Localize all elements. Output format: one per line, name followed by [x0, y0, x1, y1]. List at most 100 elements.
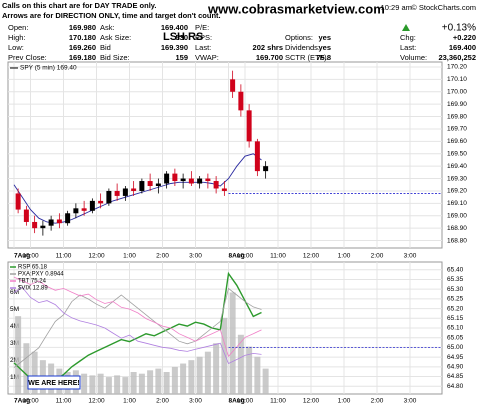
x-tick-label: 12:00 — [303, 253, 320, 260]
volume-bar — [237, 334, 244, 394]
quote-label: Volume: — [400, 53, 427, 62]
volume-bar — [221, 317, 228, 394]
quote-value: 169.980 — [69, 23, 96, 32]
volume-bar — [246, 346, 253, 394]
y-tick-label: 169.40 — [447, 163, 467, 170]
candle-body — [139, 181, 145, 191]
quote-label: Bid — [100, 43, 111, 52]
x-tick-label: 10:00 — [237, 253, 254, 260]
candle-body — [48, 219, 54, 226]
candle-body — [205, 178, 211, 182]
quote-label: Ask Size: — [100, 33, 131, 42]
y-tick-label: 170.20 — [447, 64, 467, 71]
y-tick-label: 64.80 — [447, 383, 464, 390]
here-label: WE ARE HERE! — [28, 380, 79, 387]
volume-bar — [31, 351, 38, 394]
x-tick-label: 2:00 — [371, 253, 384, 260]
legend-label: RSP 65.18 — [18, 265, 48, 271]
quote-label: Chg: — [400, 33, 416, 42]
x-tick-label: 1:00 — [338, 253, 351, 260]
quote-value: 169.390 — [161, 43, 188, 52]
candle-body — [213, 181, 219, 189]
series-line — [13, 287, 262, 368]
y2-tick-label: 1M — [10, 374, 19, 381]
candle-body — [147, 181, 153, 186]
legend-label: $VIX 12.89 — [18, 286, 48, 292]
y-tick-label: 169.20 — [447, 188, 467, 195]
x-tick-label: 3:00 — [189, 253, 202, 260]
chart-title: SPY (5 min) 169.40 — [20, 65, 77, 72]
volume-bar — [23, 343, 30, 394]
candle-body — [155, 183, 161, 186]
notice: Arrows are for DIRECTION ONLY, time and … — [2, 11, 221, 20]
y-tick-label: 64.90 — [447, 364, 464, 371]
quote-value: 169.260 — [69, 43, 96, 52]
candle-body — [81, 208, 87, 211]
y-tick-label: 65.15 — [447, 315, 464, 322]
x-tick-label: 2:00 — [371, 398, 384, 405]
candle-body — [32, 221, 38, 229]
legend-label: TBT 75.24 — [18, 279, 47, 285]
x-tick-label: 11:00 — [56, 253, 72, 260]
candle-body — [15, 193, 21, 210]
candle-body — [89, 200, 95, 211]
here-box — [27, 375, 81, 390]
volume-bar — [81, 373, 88, 394]
quote-value: 169.400 — [161, 23, 188, 32]
candle-body — [56, 219, 62, 224]
quote-value: 75.8 — [316, 53, 331, 62]
up-arrow — [402, 24, 410, 31]
y2-tick-label: 3M — [10, 340, 19, 347]
x-tick-label: 11:00 — [270, 253, 286, 260]
y-tick-label: 170.00 — [447, 88, 467, 95]
quote-label: VWAP: — [195, 53, 219, 62]
volume-bar — [138, 373, 145, 394]
y-tick-label: 169.90 — [447, 101, 467, 108]
quote-value: 23,360,252 — [438, 53, 476, 62]
candle-body — [188, 178, 194, 184]
candle-body — [131, 188, 137, 191]
legend-label: PXA:PXY 0.8944 — [18, 272, 64, 278]
x-tick-label: 10:00 — [22, 398, 39, 405]
volume-bar — [180, 363, 187, 394]
y-tick-label: 169.70 — [447, 126, 467, 133]
y-tick-label: 65.10 — [447, 325, 464, 332]
y-tick-label: 169.00 — [447, 212, 467, 219]
site-bg — [205, 0, 380, 18]
x-tick-label: 2:00 — [156, 398, 169, 405]
y-tick-label: 65.00 — [447, 344, 464, 351]
volume-bar — [122, 377, 129, 394]
credit: © StockCharts.com — [411, 3, 476, 12]
quote-value: +0.220 — [453, 33, 476, 42]
quote-label: High: — [8, 33, 26, 42]
x-tick-label: 10:00 — [22, 253, 39, 260]
quote-value: 169.180 — [69, 53, 96, 62]
volume-bar — [204, 351, 211, 394]
quote-value: 202 shrs — [253, 43, 283, 52]
y2-tick-label: 6M — [10, 289, 19, 296]
quote-value: 169.400 — [449, 43, 476, 52]
y-tick-label: 64.95 — [447, 354, 464, 361]
series-line — [13, 276, 262, 358]
volume-bar — [163, 372, 170, 394]
x-tick-label: 8Aug — [229, 253, 245, 260]
candle-body — [254, 141, 260, 172]
y-tick-label: 65.20 — [447, 305, 464, 312]
volume-bar — [262, 368, 269, 394]
quote-value: 169.700 — [256, 53, 283, 62]
volume-bar — [213, 343, 220, 394]
x-tick-label: 3:00 — [189, 398, 202, 405]
candle-body — [230, 79, 236, 92]
y-tick-label: 168.80 — [447, 237, 467, 244]
quote-label: Open: — [8, 23, 28, 32]
x-tick-label: 12:00 — [88, 253, 105, 260]
y2-tick-label: 2M — [10, 357, 19, 364]
moving-average — [13, 153, 262, 224]
x-tick-label: 11:00 — [56, 398, 72, 405]
marker: LSH RS — [163, 31, 203, 43]
y-tick-label: 169.30 — [447, 175, 467, 182]
quote-label: Dividends: — [285, 43, 320, 52]
candle-body — [114, 190, 120, 196]
candle-body — [238, 91, 244, 111]
